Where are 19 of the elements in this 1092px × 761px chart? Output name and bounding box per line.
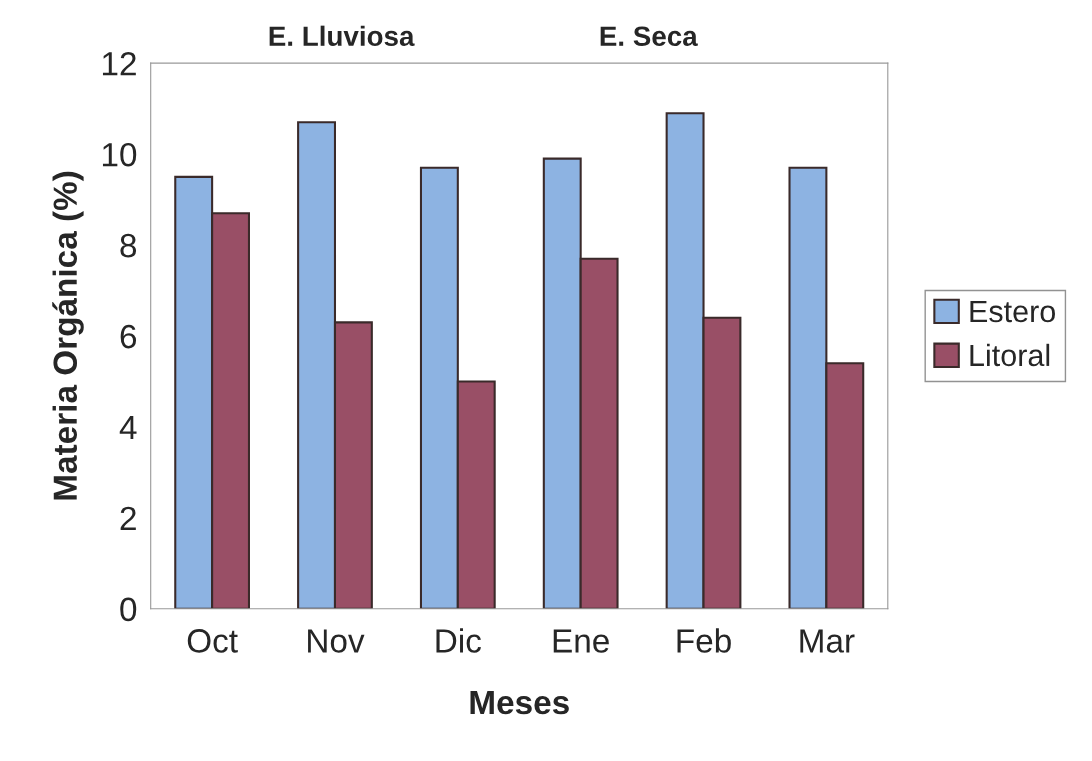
legend-label: Estero [970, 300, 1055, 323]
y-tick-label: 12 [102, 51, 136, 76]
text: E. Seca [600, 26, 698, 47]
x-tick-label: Feb [677, 628, 731, 653]
x-tick-label: Mar [800, 629, 855, 653]
x-tick-label: Ene [553, 629, 609, 653]
legend-label: Litoral [970, 343, 1050, 367]
y-tick-label: 10 [102, 142, 137, 167]
text: E. Lluviosa [269, 25, 415, 47]
x-tick-label: Dic [436, 628, 482, 653]
x-axis-title: Meses [470, 691, 569, 715]
y-tick-label: 4 [119, 416, 137, 439]
x-tick-label: Nov [308, 629, 365, 653]
x-tick-label: Oct [187, 629, 238, 653]
y-tick-label: 8 [120, 233, 137, 258]
y-tick-label: 6 [120, 324, 137, 349]
y-tick-label: 0 [120, 597, 137, 622]
y-tick-label: 2 [120, 506, 136, 530]
y-axis-title: Materia Orgánica (%) [52, 171, 84, 500]
